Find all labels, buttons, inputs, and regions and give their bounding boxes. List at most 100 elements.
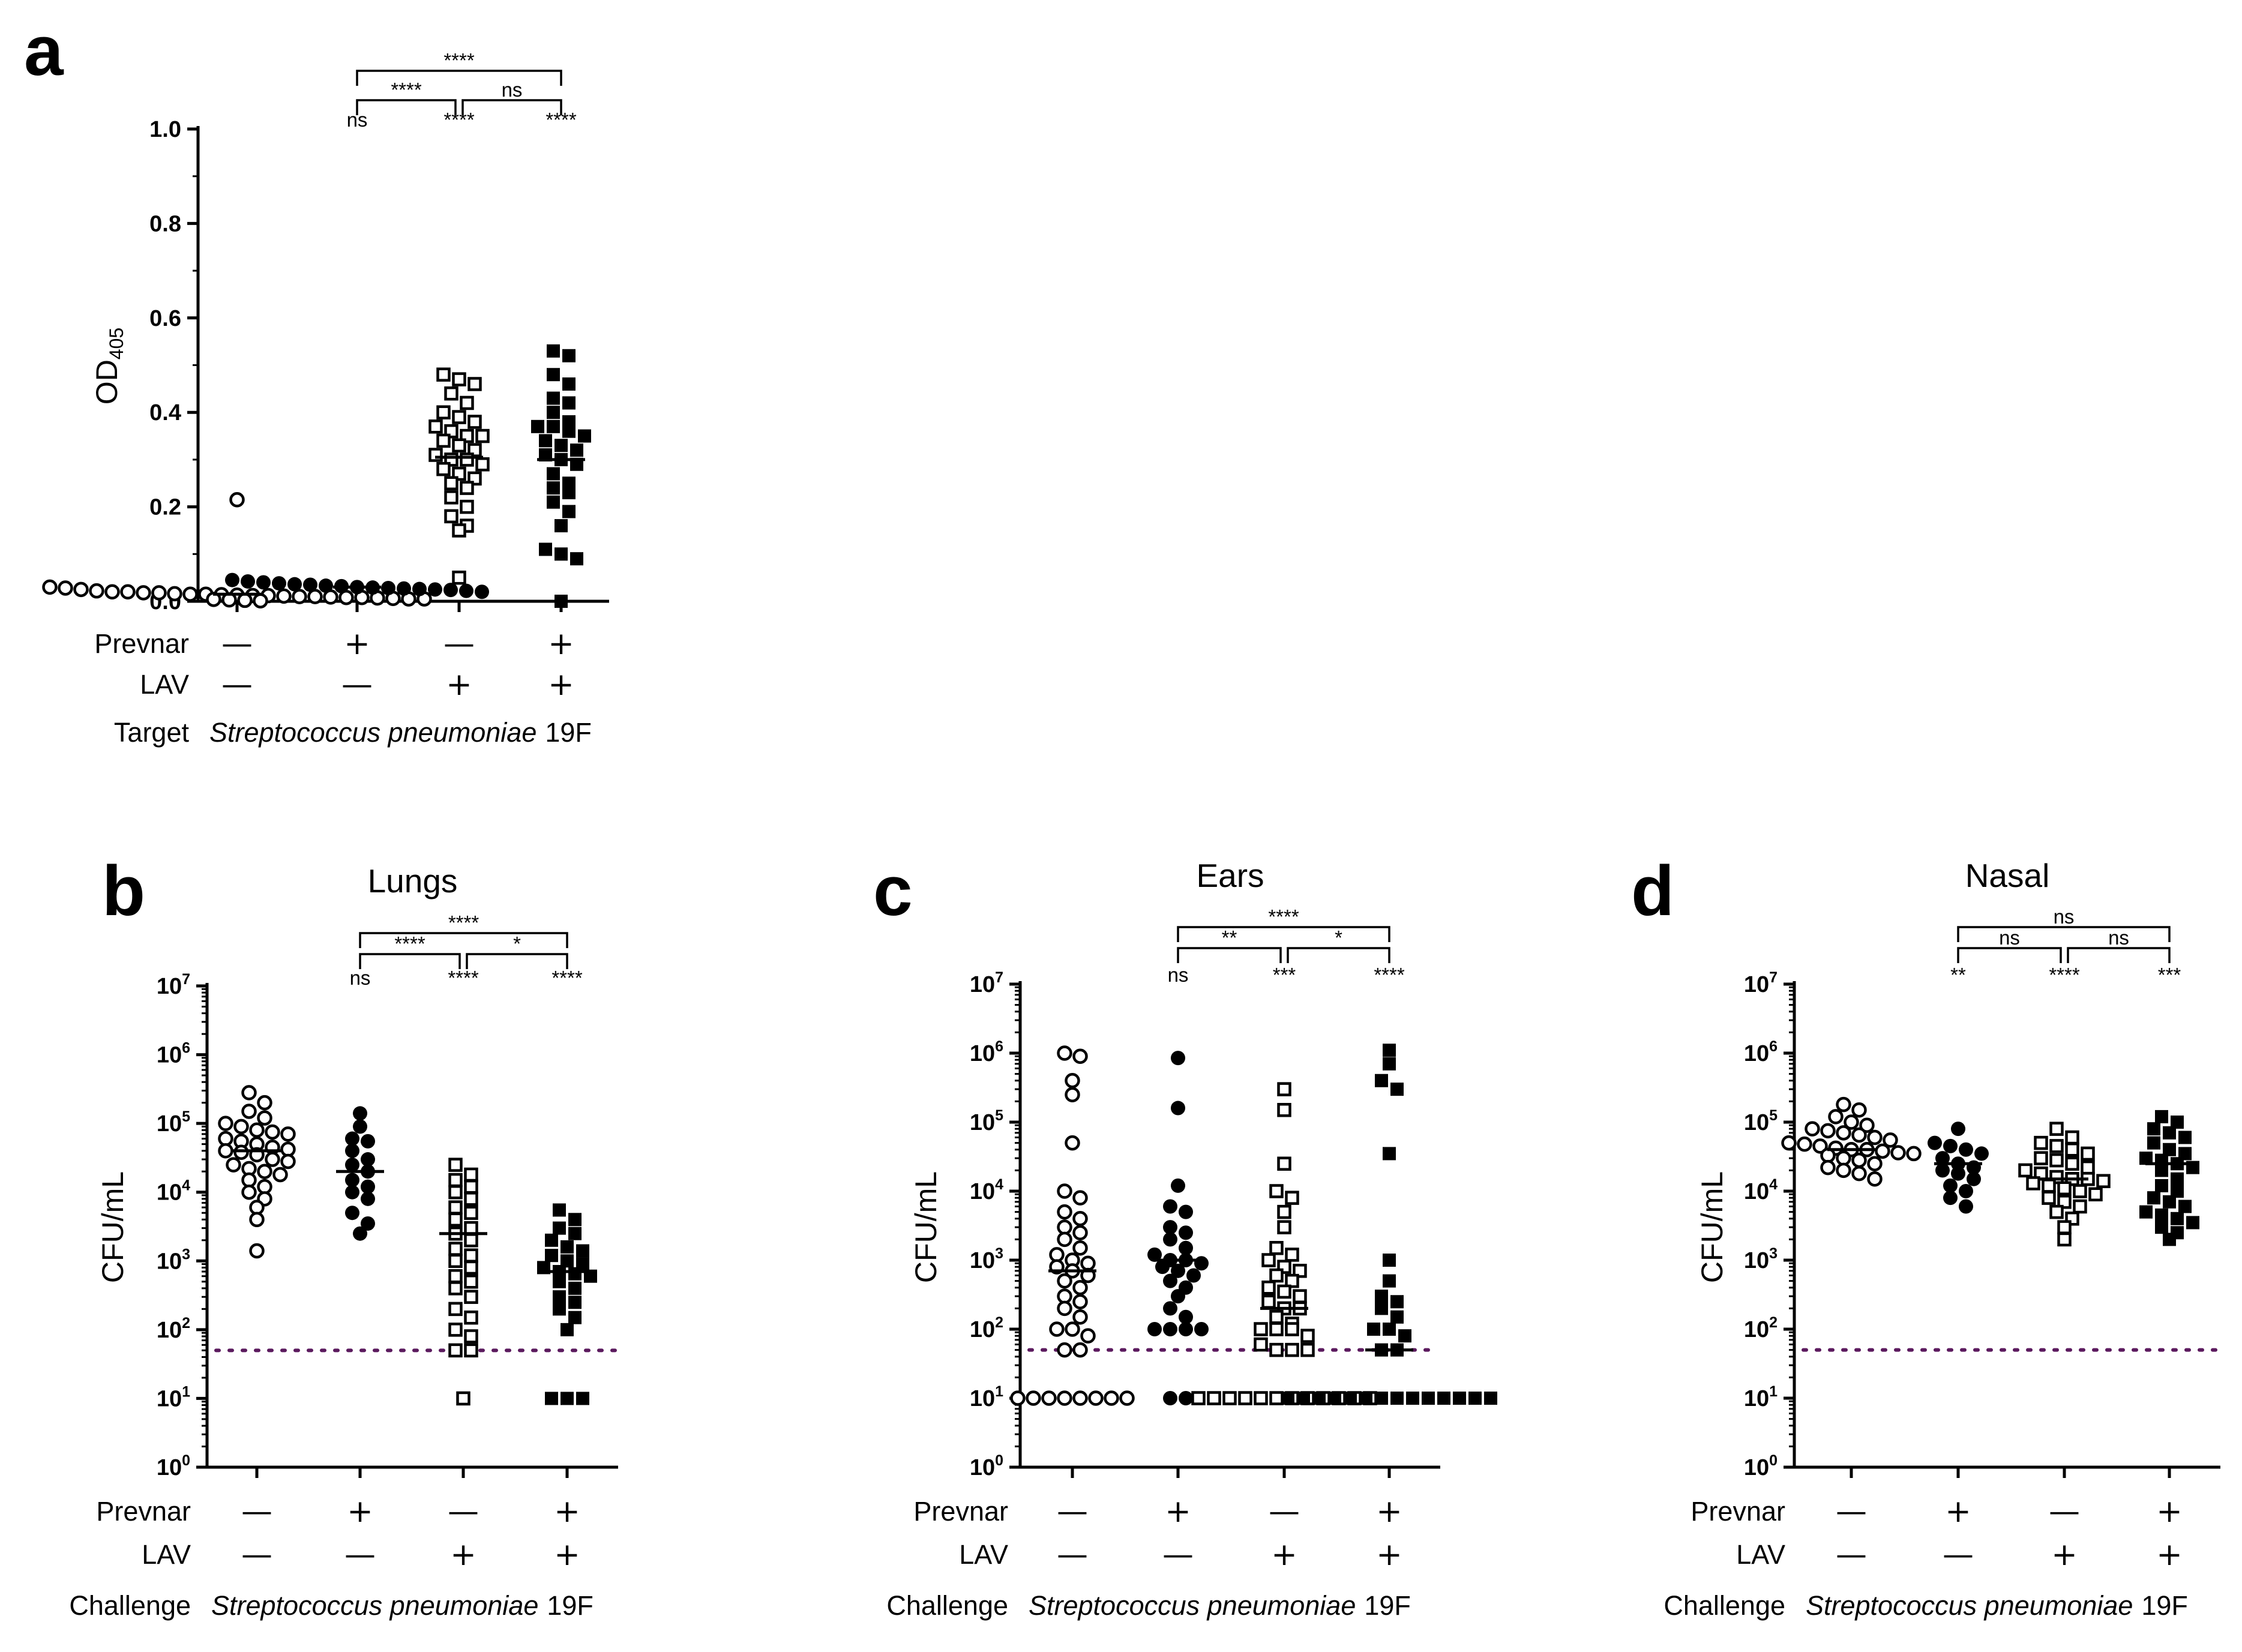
data-point	[2155, 1208, 2168, 1222]
panel-b: b Lungs 100 101 102 103 104 105 106 107 CFU/mL — — + —…	[69, 852, 618, 1621]
data-point	[1261, 1294, 1276, 1309]
data-point	[2155, 1164, 2168, 1177]
data-point	[1890, 1145, 1906, 1161]
data-point	[1179, 1391, 1193, 1405]
data-point	[1906, 1146, 1922, 1162]
data-point	[1383, 1044, 1396, 1057]
group-4	[1281, 1044, 1497, 1405]
group-4	[531, 344, 591, 608]
y-tick-label: 106	[970, 1038, 1003, 1066]
data-point	[464, 1179, 478, 1194]
data-point	[257, 1110, 272, 1126]
data-point	[545, 1249, 558, 1263]
lav-symbol: +	[2156, 1537, 2183, 1573]
data-point	[547, 368, 560, 382]
y-tick-label: 101	[970, 1383, 1003, 1411]
data-point	[1277, 1204, 1291, 1219]
data-point	[1163, 1301, 1177, 1316]
prevnar-symbol: —	[448, 1494, 479, 1530]
data-point	[467, 415, 482, 429]
data-point	[249, 1122, 265, 1138]
data-point	[2147, 1191, 2160, 1205]
y-axis-label: OD405	[90, 328, 127, 404]
data-point	[1312, 1392, 1326, 1405]
data-point	[2018, 1163, 2033, 1178]
data-point	[1390, 1295, 1404, 1309]
data-point	[1179, 1204, 1193, 1219]
data-point	[1269, 1240, 1284, 1255]
data-point	[353, 1226, 367, 1241]
panel-title: Nasal	[1965, 857, 2050, 894]
data-point	[452, 438, 466, 453]
data-point	[167, 586, 182, 602]
data-point	[397, 581, 411, 596]
significance-bracket	[1177, 926, 1390, 942]
data-point	[1974, 1146, 1989, 1161]
data-point	[448, 1269, 463, 1284]
data-point	[287, 577, 302, 592]
y-axis-label: CFU/mL	[96, 1171, 130, 1283]
significance-bracket	[461, 99, 562, 115]
group-3	[2018, 1122, 2111, 1247]
lav-symbol: —	[241, 1537, 272, 1573]
data-point	[1300, 1329, 1315, 1343]
data-point	[1191, 1391, 1206, 1405]
data-point	[467, 377, 482, 391]
significance-label: ****	[443, 49, 475, 71]
data-point	[547, 419, 560, 433]
significance-bracket	[466, 953, 568, 969]
data-point	[1383, 1274, 1396, 1288]
data-point	[1285, 1342, 1299, 1357]
significance-bracket	[1957, 926, 2171, 942]
data-point	[553, 1302, 566, 1316]
prevnar-symbol: —	[221, 626, 253, 662]
data-point	[1277, 1082, 1291, 1096]
data-point	[1781, 1135, 1797, 1151]
data-point	[345, 1131, 359, 1146]
data-point	[2171, 1116, 2184, 1129]
data-point	[241, 574, 255, 589]
data-point	[225, 572, 239, 587]
data-point	[303, 577, 317, 592]
data-point	[562, 349, 576, 362]
y-tick-label: 0.8	[149, 211, 181, 236]
data-point	[2147, 1136, 2160, 1150]
data-point	[570, 552, 583, 566]
y-tick-label: 103	[157, 1246, 190, 1274]
data-point	[2057, 1181, 2072, 1195]
data-point	[257, 1095, 272, 1111]
data-point	[1041, 1390, 1057, 1406]
data-point	[448, 1212, 463, 1227]
data-point	[459, 583, 473, 598]
data-point	[1406, 1392, 1419, 1405]
data-point	[1453, 1392, 1466, 1405]
y-tick-label: 102	[970, 1314, 1003, 1342]
data-point	[2088, 1187, 2103, 1202]
data-point	[1049, 1321, 1065, 1337]
data-point	[1155, 1260, 1170, 1275]
row-label-prevnar: Prevnar	[1691, 1496, 1785, 1527]
significance-label: ****	[391, 79, 422, 101]
data-point	[361, 1134, 375, 1149]
sig-vs-control: ****	[448, 967, 479, 989]
data-point	[1163, 1322, 1177, 1336]
data-point	[218, 1143, 233, 1159]
data-point	[1179, 1309, 1193, 1324]
data-point	[1163, 1273, 1177, 1288]
group-3	[439, 1158, 487, 1406]
y-tick-label: 103	[1744, 1245, 1778, 1273]
data-point	[2042, 1191, 2056, 1205]
data-point	[361, 1191, 375, 1206]
data-point	[576, 1244, 589, 1258]
sig-vs-control: ns	[1168, 964, 1189, 986]
data-point	[2049, 1139, 2064, 1153]
sig-vs-control: ****	[443, 109, 475, 131]
data-point	[547, 495, 560, 509]
data-point	[1171, 1263, 1185, 1278]
data-point	[1254, 1322, 1268, 1336]
data-point	[233, 1144, 249, 1161]
group-1	[218, 1085, 296, 1259]
panel-label: d	[1631, 852, 1674, 931]
data-point	[1883, 1132, 1898, 1148]
prevnar-symbol: —	[1057, 1494, 1088, 1530]
